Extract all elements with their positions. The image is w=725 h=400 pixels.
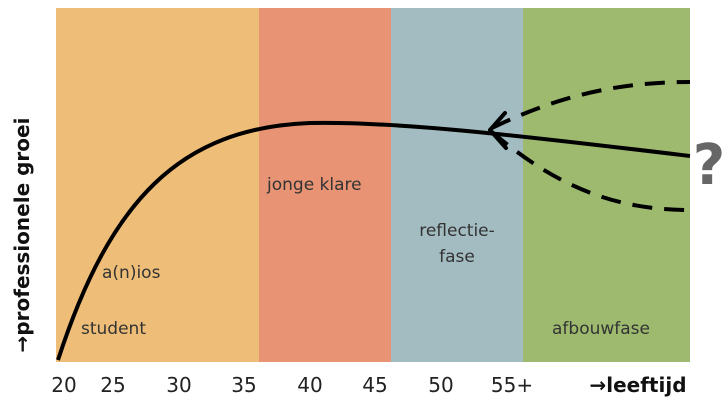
phase-band-afbouw	[523, 8, 690, 362]
lower-dashed-branch	[490, 130, 691, 212]
phase-band-jonge-klare	[259, 8, 391, 362]
upper-dashed-branch	[491, 80, 691, 130]
x-tick-50: 50	[428, 373, 453, 397]
phase-band-reflectie	[391, 8, 523, 362]
x-axis-label: →leeftijd	[589, 373, 686, 397]
x-tick-25: 25	[100, 373, 125, 397]
phase-label-jonge-klare: jonge klare	[266, 175, 362, 195]
x-tick-labels: 20 25 30 35 40 45 50 55+	[51, 373, 533, 397]
x-tick-55plus: 55+	[491, 373, 533, 397]
x-tick-35: 35	[231, 373, 256, 397]
question-mark: ?	[693, 133, 725, 198]
growth-curve	[56, 120, 691, 361]
phase-band-student	[56, 8, 259, 362]
curve-arrowhead	[488, 111, 508, 150]
phase-label-reflectie: reflectie-	[419, 221, 495, 241]
phase-label-fase: fase	[439, 247, 475, 267]
x-tick-20: 20	[51, 373, 76, 397]
x-tick-40: 40	[297, 373, 322, 397]
y-axis-label: →professionele groei	[10, 118, 34, 353]
x-tick-30: 30	[166, 373, 191, 397]
phase-label-student: student	[81, 319, 146, 339]
phase-label-anios: a(n)ios	[102, 263, 161, 283]
x-tick-45: 45	[362, 373, 387, 397]
phase-label-afbouwfase: afbouwfase	[552, 319, 650, 339]
